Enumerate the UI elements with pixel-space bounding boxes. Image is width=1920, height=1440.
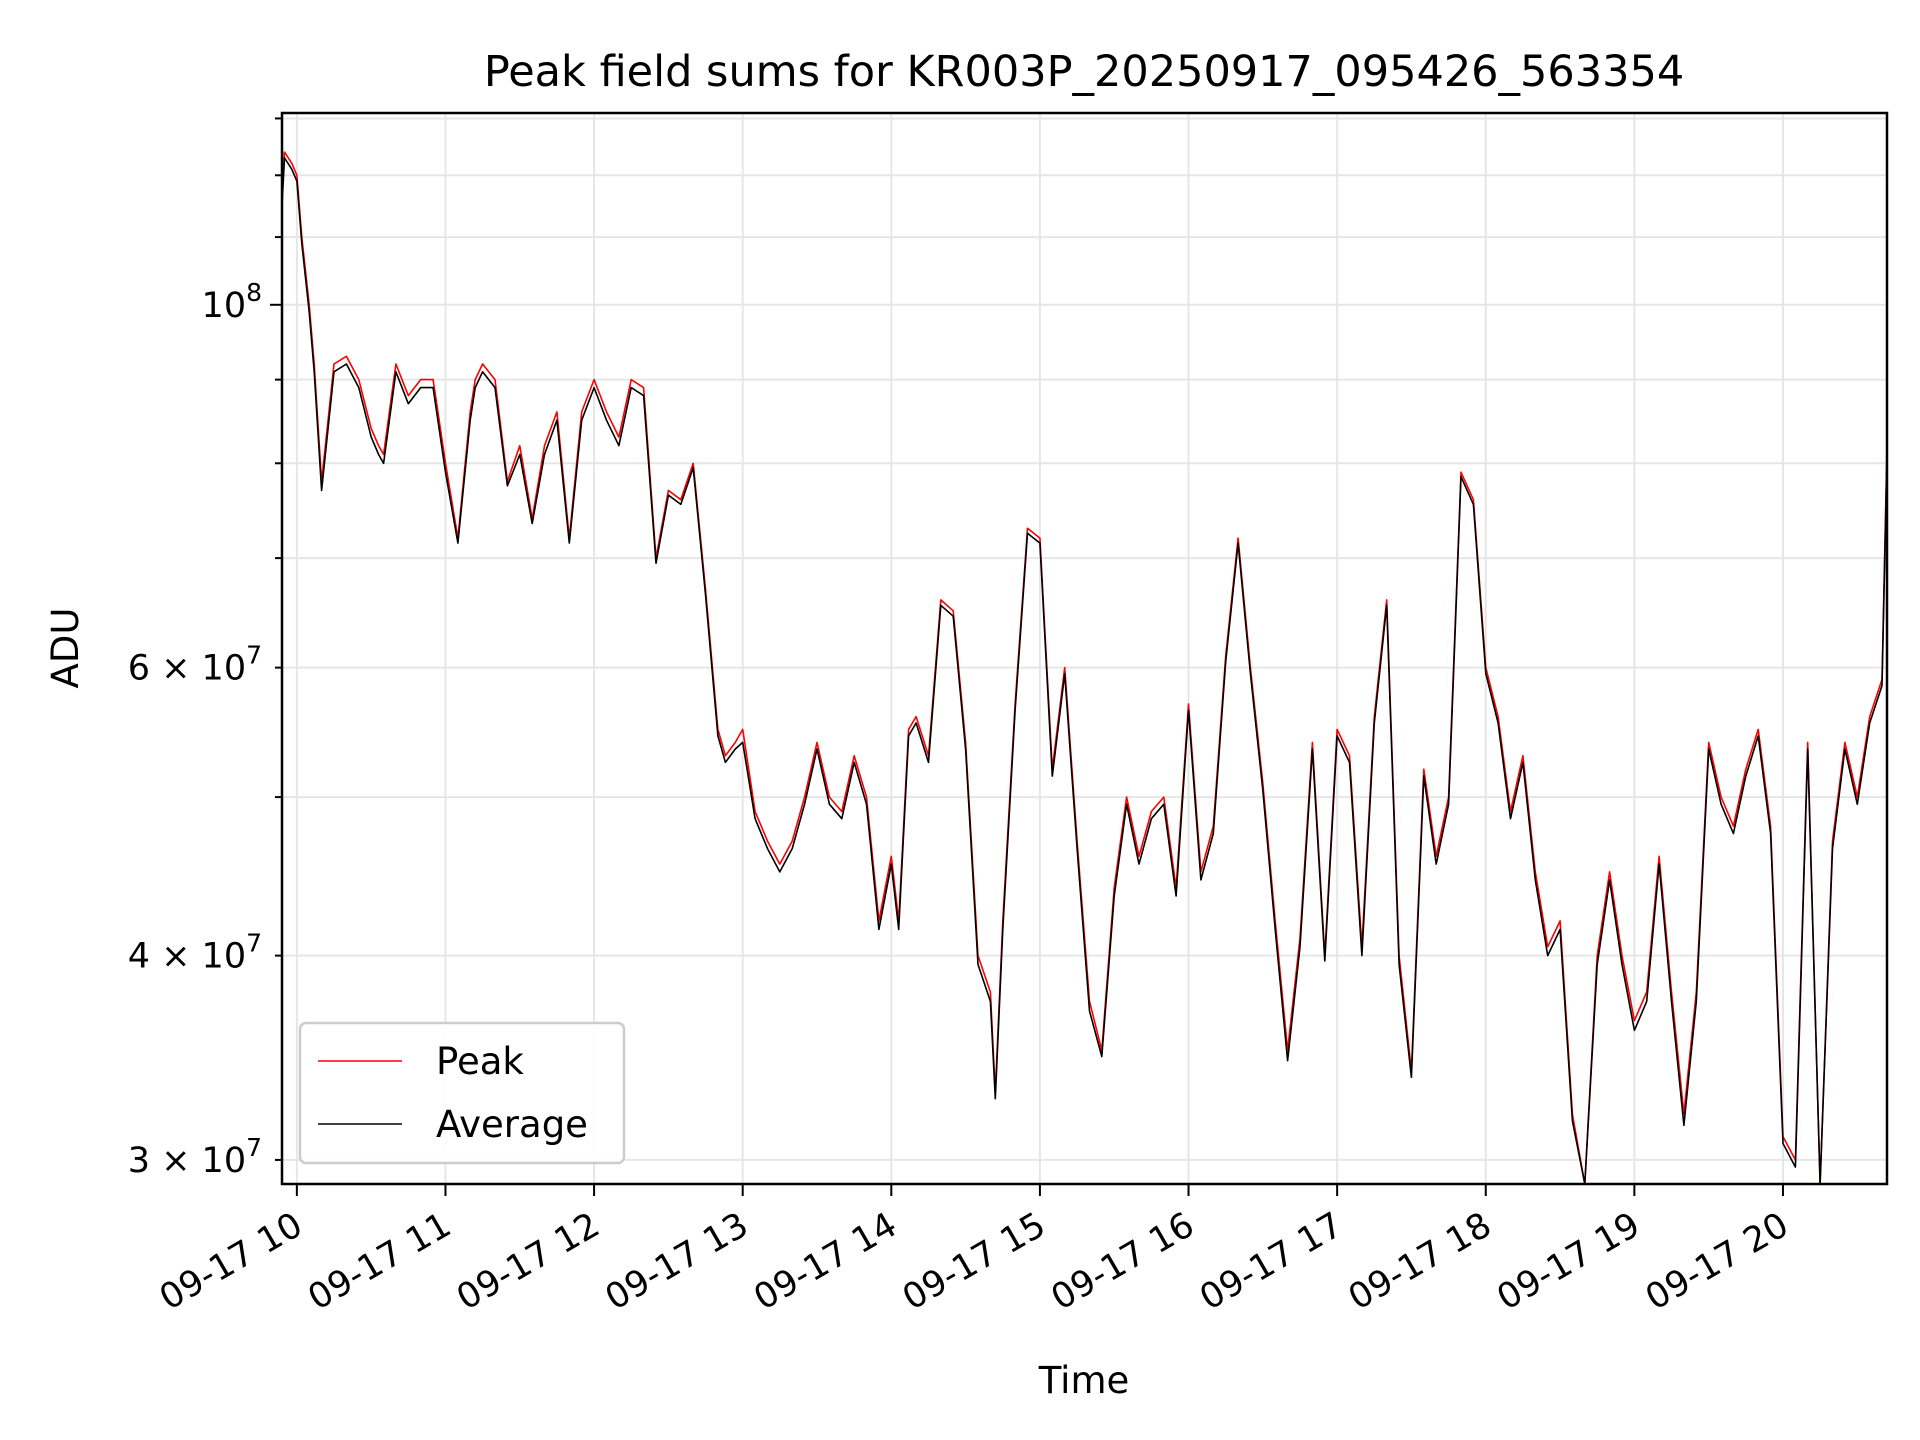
y-axis-label: ADU: [44, 608, 87, 689]
plot-frame: [280, 111, 1889, 1186]
chart-title: Peak field sums for KR003P_20250917_0954…: [484, 47, 1684, 97]
grid: [282, 113, 1887, 1184]
y-ticks: 3 × 107 4 × 107 6 × 107 108: [128, 117, 282, 1181]
legend-box: [298, 1021, 626, 1165]
y-tick-label: 6 × 107: [128, 641, 262, 689]
legend-label-average: Average: [436, 1103, 588, 1146]
x-axis-label: Time: [1038, 1359, 1130, 1402]
series-line-peak: [281, 151, 1888, 1185]
legend-label-peak: Peak: [436, 1040, 524, 1083]
series-layer: [281, 151, 1888, 1185]
y-tick-label: 108: [202, 278, 262, 326]
legend: Peak Average: [298, 1021, 626, 1165]
y-tick-label: 3 × 107: [128, 1133, 262, 1181]
series-line-average: [281, 157, 1888, 1185]
y-tick-label: 4 × 107: [128, 929, 262, 977]
